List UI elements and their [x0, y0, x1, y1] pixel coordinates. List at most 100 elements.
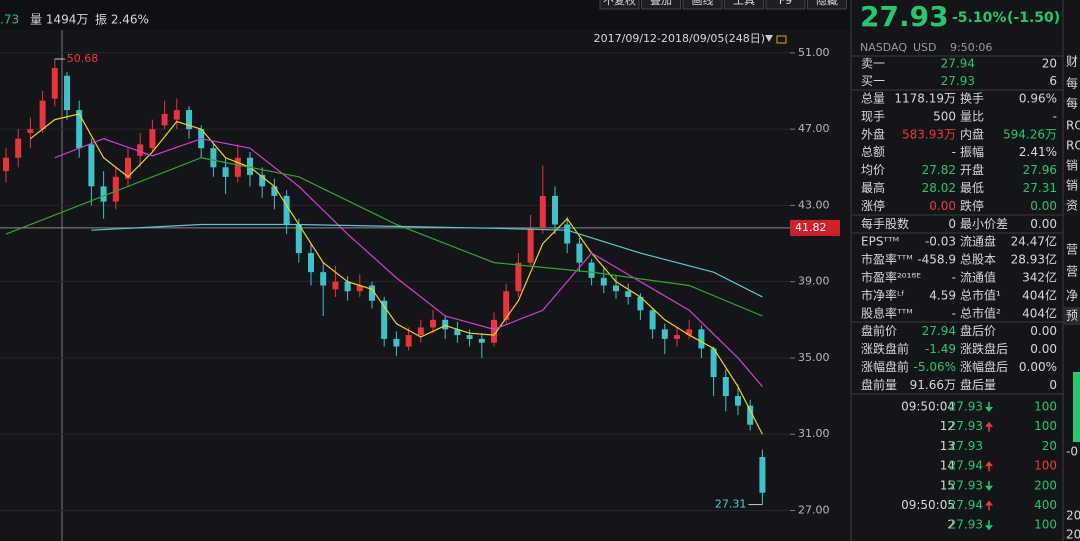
- candle-body: [3, 157, 9, 172]
- edge-label: 营: [1066, 243, 1078, 257]
- stat-value: 27.31: [1023, 181, 1057, 195]
- header-partial: .73: [0, 13, 19, 27]
- trade-time: 09:50:05: [901, 498, 955, 512]
- book-size: 20: [1042, 57, 1057, 71]
- stat-label: 跌停: [960, 198, 984, 213]
- toolbar-label[interactable]: 叠加: [650, 0, 672, 7]
- candle-body: [51, 68, 58, 99]
- candle-body: [381, 300, 388, 339]
- stat-label: 量比: [960, 109, 984, 123]
- trade-size: 100: [1034, 518, 1057, 532]
- candle-body: [503, 291, 510, 320]
- book-price: 27.93: [941, 74, 975, 88]
- candle-body: [539, 195, 546, 229]
- candle-body: [442, 319, 449, 330]
- candle-body: [320, 272, 327, 286]
- trade-size: 400: [1034, 498, 1057, 512]
- y-tick-label: 31.00: [798, 427, 830, 440]
- edge-label: 财: [1066, 55, 1078, 69]
- toolbar-button[interactable]: [765, 0, 806, 10]
- stat-value: -: [952, 271, 956, 285]
- candle-body: [515, 262, 522, 292]
- candle-body: [112, 176, 119, 202]
- edge-label: 每: [1066, 96, 1078, 111]
- candle-body: [430, 319, 436, 328]
- stat-value: 91.66万: [910, 378, 956, 392]
- trade-price: 27.93: [949, 518, 983, 532]
- trade-arrow: [985, 461, 993, 467]
- trade-price: 27.94: [949, 459, 983, 473]
- book-price: 27.94: [941, 57, 975, 71]
- y-tick-label: 43.00: [798, 198, 830, 211]
- candle-body: [39, 100, 46, 130]
- candle-body: [661, 329, 668, 339]
- candle-body: [234, 157, 241, 177]
- lock-icon[interactable]: [776, 35, 787, 44]
- toolbar-button[interactable]: [724, 0, 764, 10]
- toolbar-label[interactable]: 画线: [692, 0, 714, 7]
- stat-value: 0: [948, 217, 956, 231]
- toolbar-label[interactable]: F9: [779, 0, 792, 7]
- toolbar-button[interactable]: [807, 0, 847, 10]
- toolbar-label[interactable]: 不复权: [603, 0, 636, 7]
- trade-size: 100: [1034, 400, 1057, 414]
- trade-time: 12: [940, 419, 955, 433]
- edge-label: RO: [1066, 119, 1080, 133]
- candle-body: [552, 195, 558, 225]
- toolbar-button[interactable]: [599, 0, 640, 10]
- quote-change: (-1.50): [1007, 10, 1060, 26]
- toolbar-label[interactable]: 工具: [733, 0, 755, 7]
- date-range: 2017/09/12-2018/09/05(248日): [594, 32, 765, 45]
- trade-time: 13: [940, 439, 955, 453]
- candle-body: [759, 457, 766, 493]
- trade-time: 2: [947, 518, 955, 532]
- stat-value: 0.00%: [1019, 360, 1057, 374]
- candle-body: [637, 296, 644, 311]
- stat-value: 0: [1049, 378, 1057, 392]
- toolbar-button[interactable]: [682, 0, 723, 10]
- candle-body: [625, 291, 632, 297]
- trade-price: 27.93: [949, 400, 983, 414]
- trade-time: 14: [940, 459, 955, 473]
- edge-label: 净: [1066, 289, 1078, 303]
- price-line-label: 41.82: [795, 221, 827, 234]
- candle-body: [332, 281, 339, 290]
- trade-size: 20: [1042, 439, 1057, 453]
- dropdown-icon[interactable]: [765, 35, 773, 42]
- stat-value: 404亿: [1022, 287, 1057, 302]
- candle-body: [76, 110, 83, 149]
- edge-label: RO: [1066, 139, 1080, 153]
- stat-label: 总量: [861, 92, 885, 106]
- trade-price: 27.94: [949, 498, 983, 512]
- ma-line: [30, 113, 763, 435]
- stat-label: 现手: [861, 109, 885, 123]
- y-tick-label: 35.00: [798, 351, 830, 364]
- candle-body: [478, 338, 485, 343]
- candle-body: [247, 157, 253, 175]
- stat-label: 市盈率ᵀᵀᴹ: [861, 252, 913, 267]
- stat-label: 涨跌盘后: [960, 341, 1008, 356]
- candle-body: [576, 243, 583, 263]
- toolbar-label[interactable]: 隐藏: [816, 0, 838, 7]
- stat-value: 27.94: [922, 324, 956, 338]
- header-amplitude: 振 2.46%: [95, 13, 149, 27]
- candle-body: [613, 285, 619, 292]
- candle-body: [125, 157, 131, 179]
- candle-body: [649, 310, 656, 330]
- toolbar-button[interactable]: [641, 0, 681, 10]
- stat-value: 27.96: [1023, 163, 1057, 177]
- stat-value: 28.02: [922, 181, 956, 195]
- candle-body: [466, 335, 473, 339]
- stat-label: 市盈率²⁰¹⁸ᴱ: [861, 270, 921, 285]
- y-tick-label: 39.00: [798, 275, 830, 288]
- ma-line: [91, 223, 763, 298]
- stat-label: 涨跌盘前: [861, 341, 909, 356]
- stat-label: 总市值²: [960, 305, 1001, 320]
- edge-label: 销: [1066, 159, 1078, 173]
- candle-body: [222, 167, 229, 177]
- stat-value: 2.41%: [1019, 145, 1057, 159]
- stat-label: 外盘: [861, 126, 885, 141]
- ma-line: [5, 157, 763, 317]
- stat-label: 最低: [960, 181, 984, 195]
- exchange: NASDAQ: [860, 41, 907, 54]
